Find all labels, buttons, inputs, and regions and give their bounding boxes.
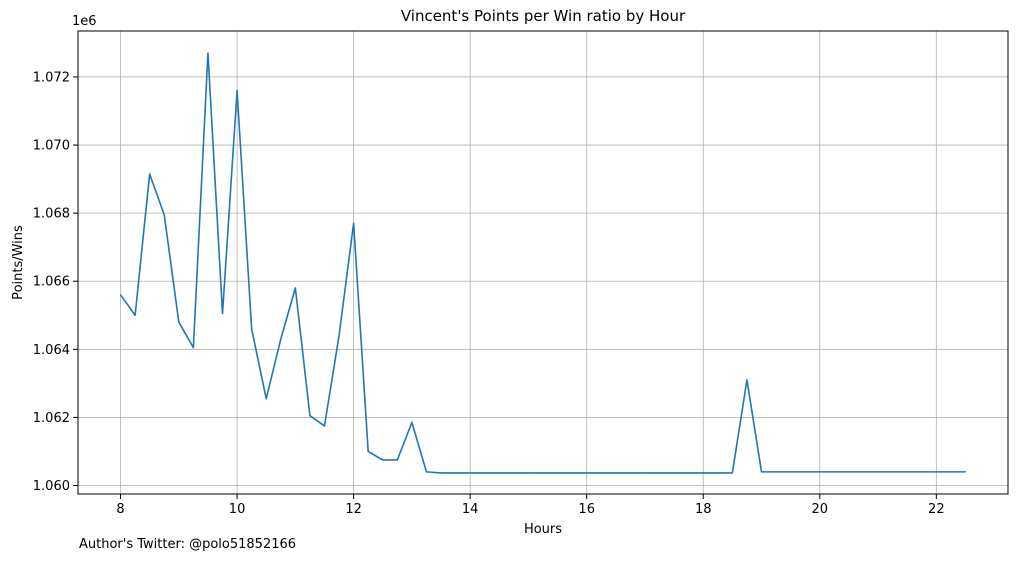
y-tick-label: 1.064 — [33, 343, 70, 358]
data-point — [469, 472, 471, 474]
data-point — [163, 214, 165, 216]
y-offset-label: 1e6 — [72, 14, 97, 29]
x-tick-label: 10 — [229, 502, 246, 517]
series-layer — [119, 52, 967, 474]
data-point — [294, 287, 296, 289]
x-tick-label: 12 — [345, 502, 362, 517]
data-point — [964, 471, 967, 473]
data-point — [396, 459, 398, 461]
chart-title: Vincent's Points per Win ratio by Hour — [401, 7, 686, 25]
data-point — [760, 471, 763, 473]
data-point — [192, 347, 194, 349]
x-tick-label: 16 — [578, 502, 595, 517]
data-point — [586, 472, 588, 474]
data-point — [935, 471, 937, 473]
data-point — [527, 472, 530, 474]
data-point — [425, 471, 428, 473]
data-point — [819, 471, 821, 473]
x-tick-label: 14 — [462, 502, 479, 517]
grid — [78, 31, 1008, 494]
y-tick-label: 1.072 — [33, 70, 70, 85]
axes-frame — [77, 30, 1009, 495]
data-point — [149, 173, 151, 175]
data-point — [411, 421, 413, 424]
x-tick-label: 20 — [812, 502, 829, 517]
data-point — [251, 328, 253, 330]
x-tick-label: 8 — [116, 502, 124, 517]
y-tick-label: 1.068 — [33, 207, 70, 222]
x-axis-label: Hours — [524, 522, 562, 537]
data-point — [367, 450, 369, 453]
data-point — [338, 335, 340, 337]
y-tick-label: 1.062 — [33, 411, 70, 426]
data-point — [790, 471, 792, 473]
y-tick-label: 1.060 — [33, 479, 70, 494]
y-tick-label: 1.066 — [33, 275, 70, 290]
series-line — [119, 52, 966, 474]
x-tick-label: 18 — [695, 502, 712, 517]
ticks: 8 10 12 14 16 18 20 22 1.060 1.062 1.064 1.066 1.068… — [33, 70, 945, 517]
y-tick-label: 1.070 — [33, 139, 70, 154]
data-point — [265, 398, 267, 400]
data-point — [731, 472, 733, 474]
data-point — [236, 89, 238, 92]
data-point — [134, 314, 136, 316]
data-point — [382, 459, 384, 461]
data-point — [440, 472, 442, 474]
y-axis-label: Points/Wins — [11, 225, 26, 300]
author-credit: Author's Twitter: @polo51852166 — [79, 537, 297, 552]
data-point — [746, 379, 748, 381]
data-point — [207, 52, 209, 54]
data-point — [353, 222, 355, 224]
data-point — [644, 472, 646, 474]
data-point — [221, 312, 224, 315]
data-point — [178, 321, 180, 323]
x-tick-label: 22 — [928, 502, 945, 517]
data-point — [323, 425, 326, 427]
data-point — [702, 472, 704, 474]
data-point — [119, 294, 122, 296]
data-point — [877, 471, 879, 473]
data-point — [280, 338, 282, 340]
data-point — [309, 415, 311, 417]
